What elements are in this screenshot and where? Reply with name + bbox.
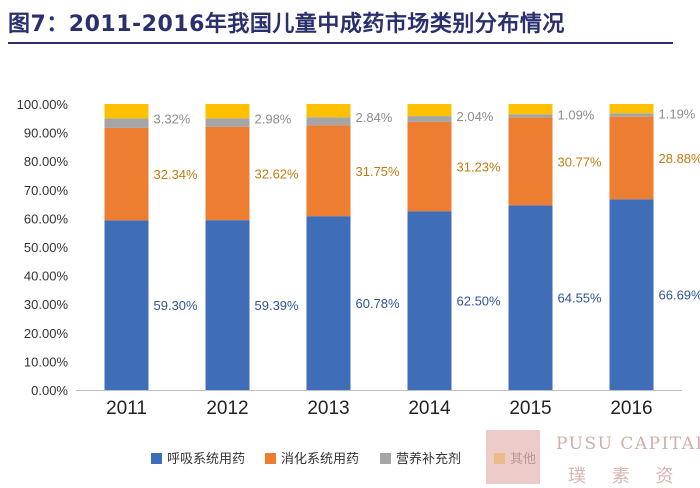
data-label-2015-0: 64.55%: [558, 291, 603, 306]
y-tick-label: 70.00%: [24, 183, 69, 198]
bar-segment-2013-2: [307, 117, 351, 125]
data-label-2012-0: 59.39%: [255, 298, 300, 313]
bar-segment-2015-2: [509, 114, 553, 117]
data-label-2016-0: 66.69%: [659, 288, 700, 303]
bar-segment-2011-0: [105, 220, 149, 390]
data-label-2014-0: 62.50%: [457, 294, 502, 309]
bar-segment-2013-0: [307, 216, 351, 390]
legend-swatch-2: [380, 453, 391, 464]
data-label-2011-0: 59.30%: [154, 298, 199, 313]
x-tick-label: 2015: [509, 398, 551, 419]
bar-segment-2014-3: [408, 104, 452, 116]
x-tick-label: 2011: [106, 398, 147, 419]
watermark-logo: PUSU CAPITAL 璞 素 资 本: [486, 430, 700, 487]
bar-segment-2011-1: [105, 128, 149, 220]
bar-segment-2014-1: [408, 122, 452, 211]
y-tick-label: 0.00%: [31, 383, 68, 398]
x-tick-label: 2012: [206, 398, 248, 419]
seal-icon: [486, 430, 540, 484]
y-tick-label: 30.00%: [24, 297, 69, 312]
bar-segment-2012-3: [206, 104, 250, 118]
bar-segment-2016-3: [610, 104, 654, 113]
legend-swatch-0: [151, 453, 162, 464]
data-label-2012-1: 32.62%: [255, 166, 300, 181]
data-label-2013-2: 2.84%: [356, 110, 393, 125]
y-tick-label: 80.00%: [24, 154, 69, 169]
bar-segment-2012-1: [206, 127, 250, 220]
bar-segment-2016-2: [610, 113, 654, 116]
bar-segment-2016-0: [610, 199, 654, 390]
bar-segment-2016-1: [610, 117, 654, 200]
data-label-2011-2: 3.32%: [154, 111, 191, 126]
legend-swatch-1: [265, 453, 276, 464]
data-label-2016-1: 28.88%: [659, 151, 700, 166]
y-tick-label: 60.00%: [24, 211, 69, 226]
data-label-2013-1: 31.75%: [356, 164, 401, 179]
bar-segment-2012-2: [206, 118, 250, 127]
bar-segment-2011-2: [105, 118, 149, 127]
y-tick-label: 90.00%: [24, 126, 69, 141]
data-label-2015-2: 1.09%: [558, 107, 595, 122]
bar-segment-2015-0: [509, 205, 553, 390]
data-label-2014-1: 31.23%: [457, 160, 502, 175]
y-tick-label: 10.00%: [24, 354, 69, 369]
watermark-english: PUSU CAPITAL: [556, 434, 700, 454]
legend-label-2: 营养补充剂: [396, 451, 461, 467]
x-tick-label: 2014: [408, 398, 451, 419]
data-label-2015-1: 30.77%: [558, 154, 603, 169]
legend-label-1: 消化系统用药: [281, 452, 359, 467]
data-label-2014-2: 2.04%: [457, 109, 494, 124]
bar-segment-2012-0: [206, 220, 250, 390]
y-tick-label: 100.00%: [17, 97, 69, 112]
data-label-2012-2: 2.98%: [255, 111, 292, 126]
bar-segment-2015-3: [509, 104, 553, 114]
data-label-2013-0: 60.78%: [356, 296, 401, 311]
bar-segment-2015-1: [509, 117, 553, 205]
x-tick-label: 2016: [610, 398, 652, 419]
y-tick-label: 40.00%: [24, 269, 69, 284]
watermark-chinese: 璞 素 资 本: [568, 462, 700, 488]
data-label-2016-2: 1.19%: [659, 106, 696, 121]
bar-segment-2013-1: [307, 125, 351, 216]
bar-segment-2014-0: [408, 211, 452, 390]
bar-segment-2013-3: [307, 104, 351, 117]
y-tick-label: 50.00%: [24, 240, 69, 255]
data-label-2011-1: 32.34%: [154, 167, 199, 182]
bar-segment-2011-3: [105, 104, 149, 118]
y-tick-label: 20.00%: [24, 326, 69, 341]
legend-label-0: 呼吸系统用药: [167, 452, 245, 467]
bar-segment-2014-2: [408, 116, 452, 122]
x-tick-label: 2013: [307, 398, 349, 419]
